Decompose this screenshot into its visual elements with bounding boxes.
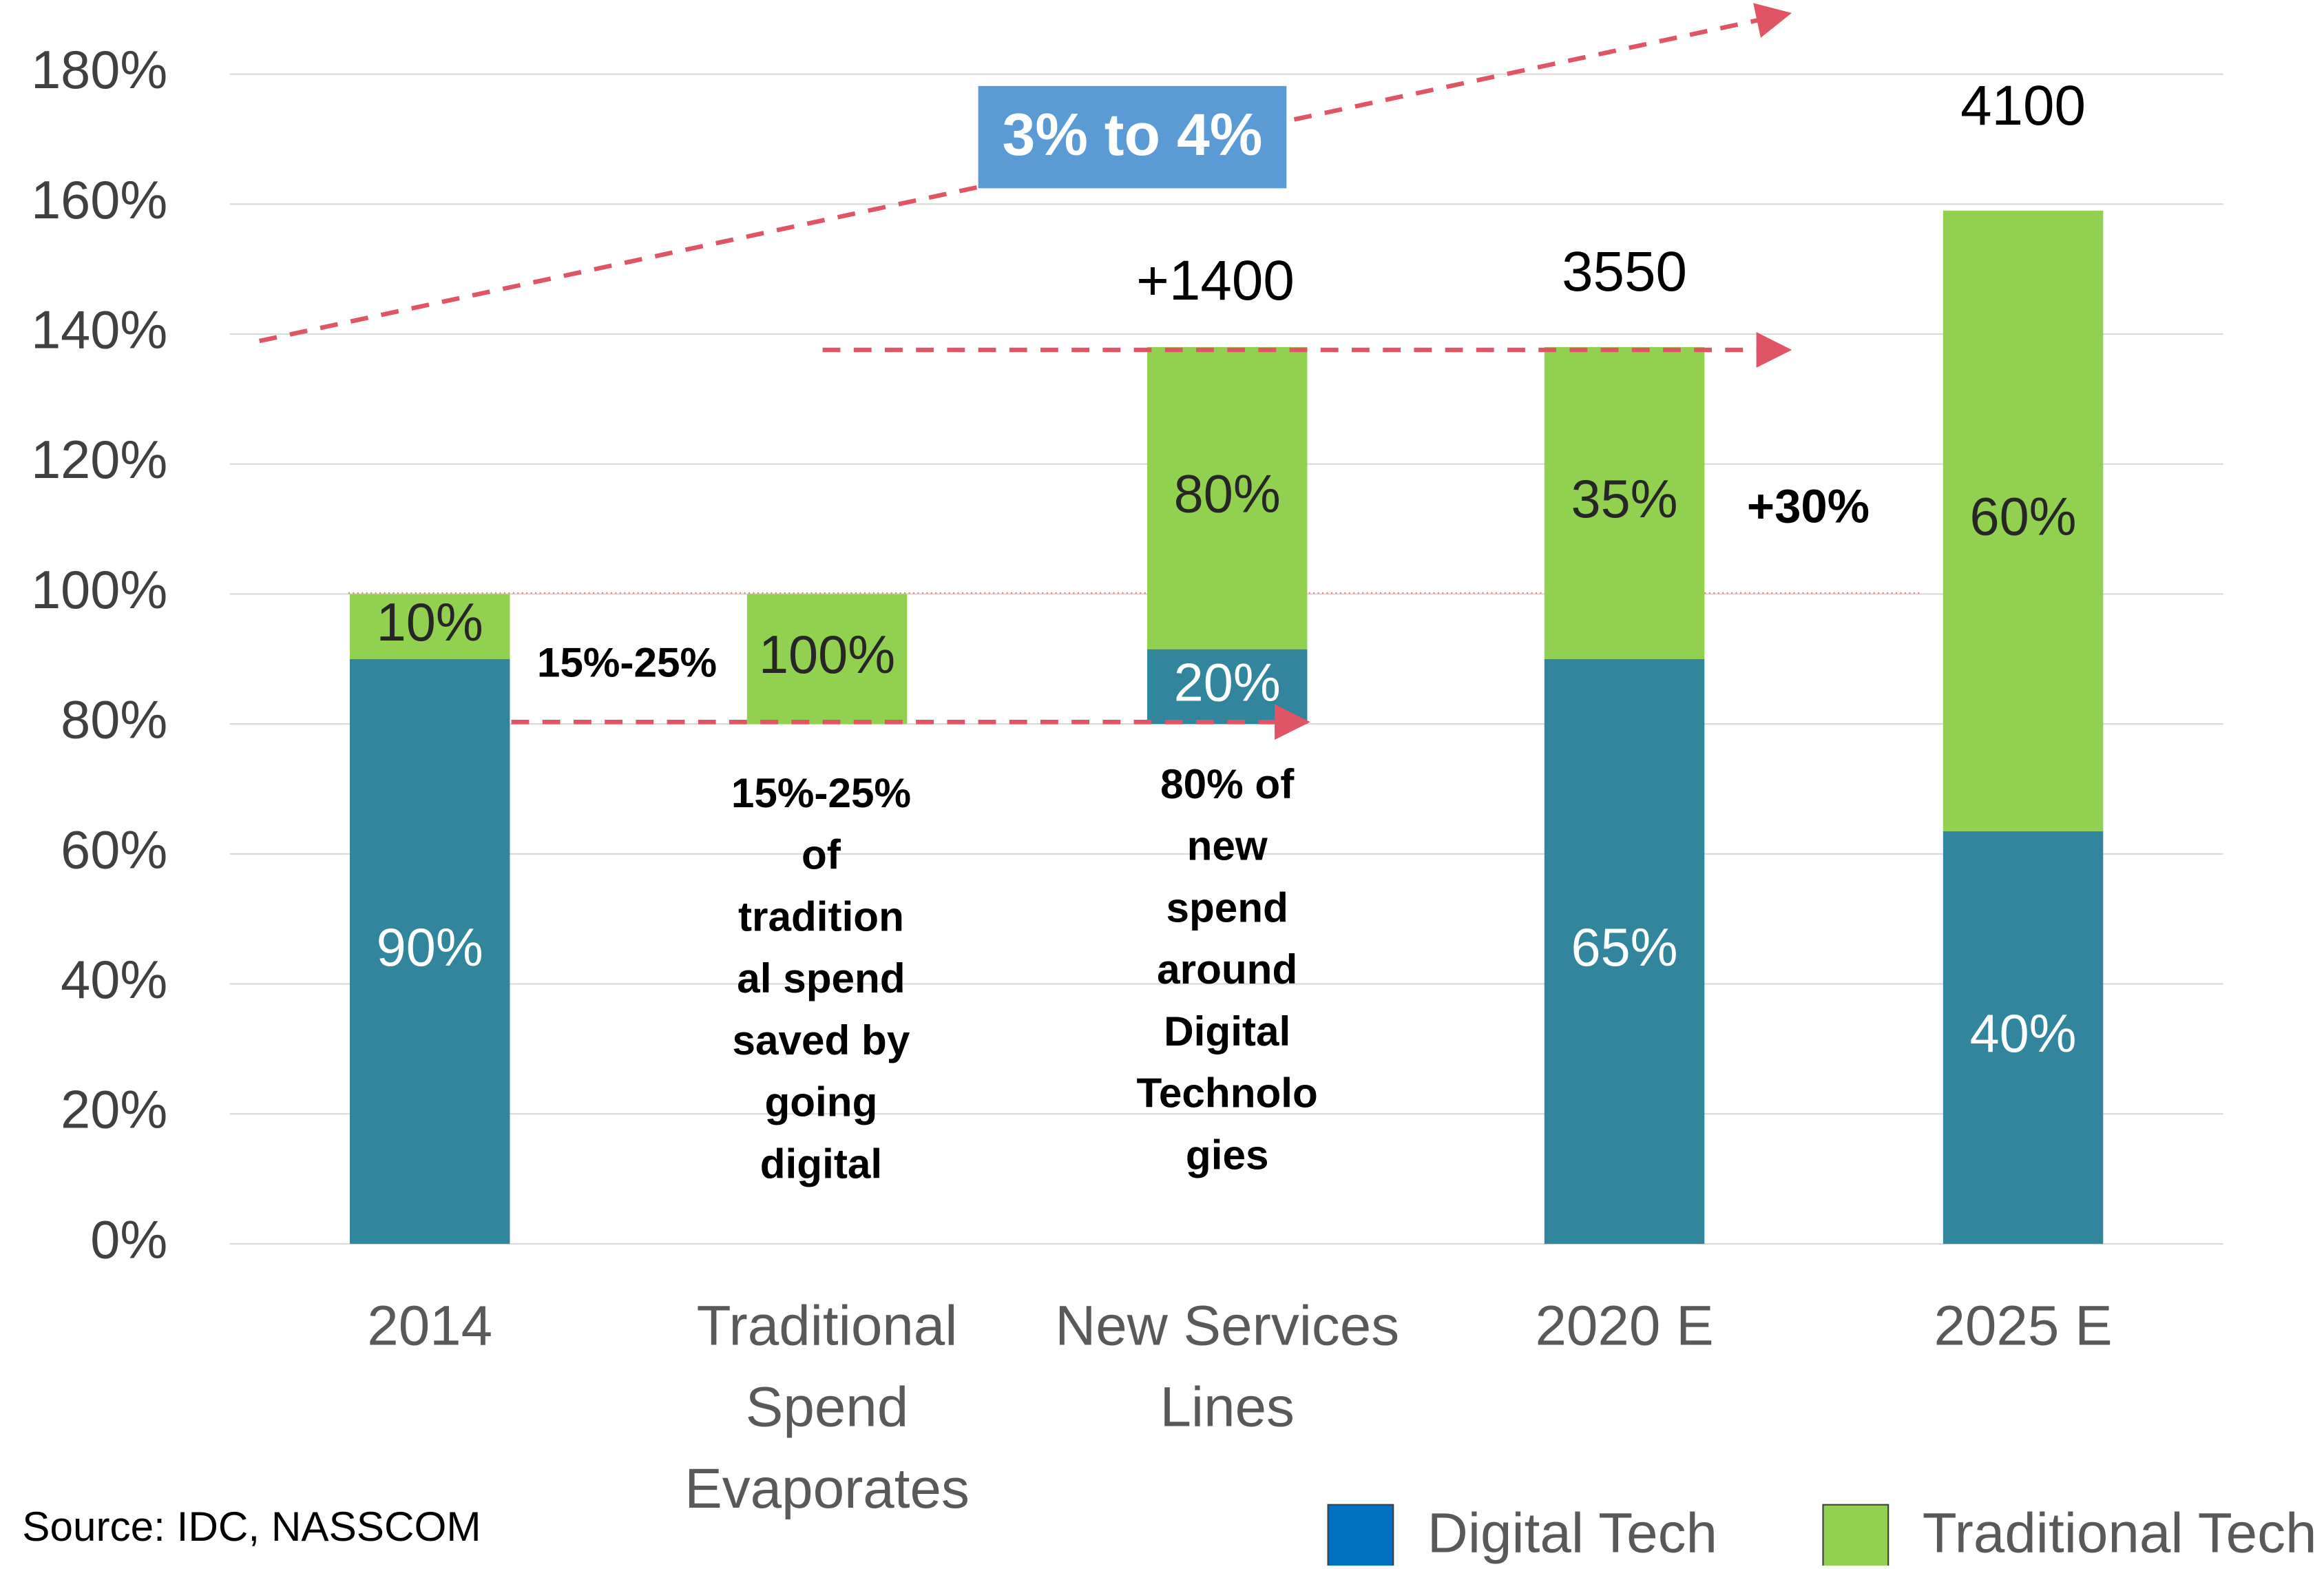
- share-label: 65%: [1571, 918, 1678, 977]
- increase-label: +30%: [1747, 480, 1870, 533]
- note-line: saved by: [732, 1017, 910, 1063]
- note-line: gies: [1186, 1131, 1269, 1178]
- note-line: around: [1157, 946, 1297, 993]
- legend-swatch: [1327, 1504, 1394, 1569]
- legend-label: Digital Tech: [1427, 1502, 1717, 1565]
- y-tick-label: 180%: [31, 41, 167, 100]
- note-line: spend: [1166, 884, 1288, 931]
- x-tick-label: Lines: [1160, 1376, 1295, 1439]
- x-tick-label: 2014: [367, 1294, 492, 1357]
- legend-swatch: [1822, 1504, 1889, 1569]
- x-tick-label: Traditional: [697, 1294, 958, 1357]
- note-line: Technolo: [1137, 1070, 1318, 1116]
- note-line: al spend: [737, 955, 905, 1001]
- bar-segment: [1943, 831, 2104, 1244]
- note-line: 80% of: [1160, 760, 1295, 807]
- growth-label: 3% to 4%: [1002, 102, 1262, 168]
- y-tick-label: 140%: [31, 301, 167, 360]
- bar-segment: [1943, 210, 2104, 831]
- share-label: 20%: [1174, 653, 1281, 712]
- x-tick-label: New Services: [1055, 1294, 1399, 1357]
- y-tick-label: 0%: [90, 1210, 167, 1269]
- total-label: 3550: [1562, 240, 1687, 303]
- bar-segment: [349, 658, 510, 1244]
- y-tick-label: 40%: [61, 950, 167, 1010]
- growth-box: [978, 85, 1287, 189]
- bar-segment: [349, 594, 510, 659]
- share-label: 90%: [377, 918, 483, 977]
- share-label: 60%: [1970, 488, 2077, 547]
- share-label: 35%: [1571, 470, 1678, 529]
- x-tick-label: Evaporates: [684, 1457, 970, 1520]
- x-tick-label: Spend: [746, 1376, 908, 1439]
- note-line: of: [802, 831, 841, 878]
- note-line: digital: [760, 1140, 882, 1187]
- bar-segment: [1147, 346, 1308, 650]
- share-label: 10%: [377, 593, 483, 652]
- bar-segment: [1544, 658, 1705, 1244]
- y-tick-label: 80%: [61, 691, 167, 750]
- x-tick-label: 2020 E: [1535, 1294, 1713, 1357]
- note-line: 15%-25%: [731, 769, 911, 816]
- bar-segment: [746, 594, 908, 725]
- y-tick-label: 120%: [31, 430, 167, 490]
- y-tick-label: 160%: [31, 171, 167, 230]
- y-tick-label: 60%: [61, 820, 167, 880]
- total-label: +1400: [1136, 249, 1295, 312]
- share-label: 40%: [1970, 1004, 2077, 1063]
- bar-segment: [1544, 346, 1705, 659]
- note-line: new: [1187, 822, 1268, 869]
- share-label: 100%: [759, 625, 895, 685]
- note-line: tradition: [738, 893, 904, 939]
- x-tick-label: 2025 E: [1934, 1294, 2112, 1357]
- saving-label: 15%-25%: [537, 638, 717, 685]
- total-label: 4100: [1960, 74, 2086, 137]
- share-label: 80%: [1174, 465, 1281, 524]
- note-line: going: [764, 1079, 877, 1125]
- source: Source: IDC, NASSCOM: [22, 1503, 481, 1550]
- y-tick-label: 20%: [61, 1081, 167, 1140]
- legend-label: Traditional Tech: [1923, 1502, 2317, 1565]
- y-tick-label: 100%: [31, 561, 167, 620]
- note-line: Digital: [1164, 1008, 1290, 1054]
